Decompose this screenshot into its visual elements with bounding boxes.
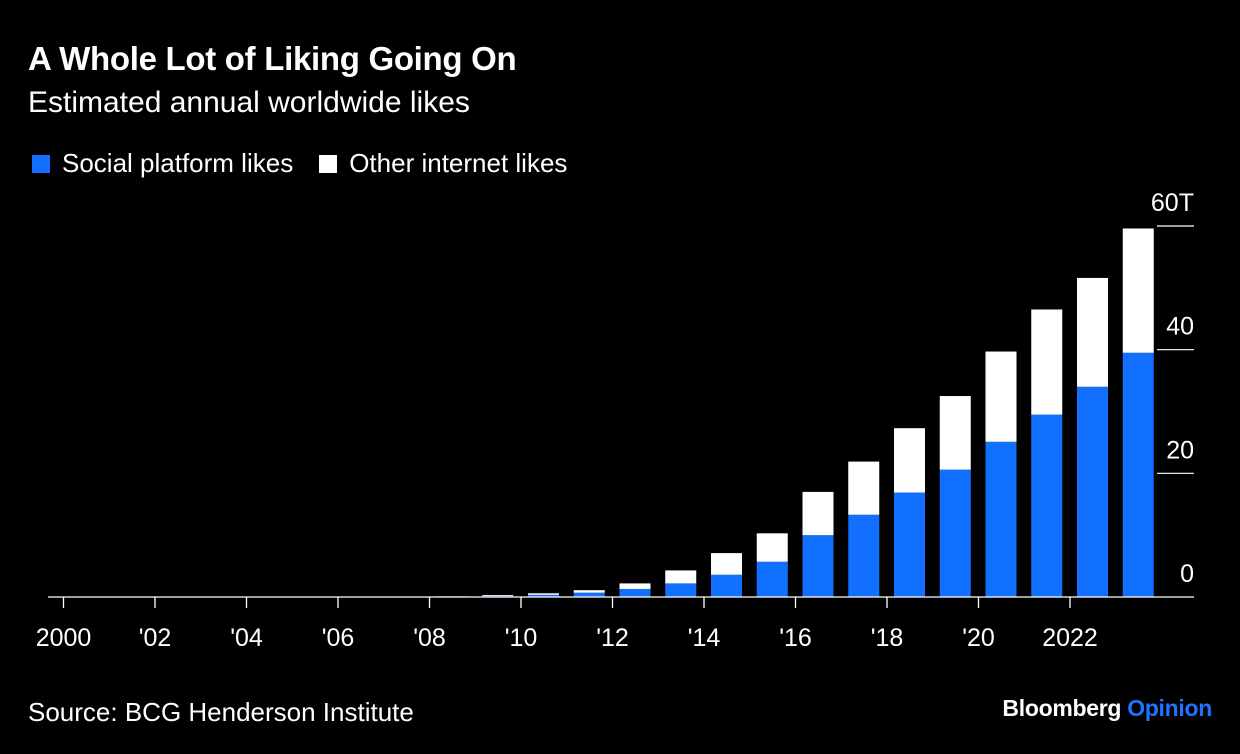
y-tick-label-3: 60T — [1151, 189, 1194, 217]
y-tick-label-2: 40 — [1166, 313, 1194, 341]
x-tick-label-2014: '14 — [688, 624, 721, 652]
x-tick-label-2008: '08 — [413, 624, 446, 652]
source-note: Source: BCG Henderson Institute — [28, 697, 414, 727]
brand-section: Opinion — [1127, 695, 1212, 721]
bar-other-2021 — [1031, 309, 1063, 415]
brand-name: Bloomberg — [1002, 695, 1122, 721]
bar-other-2016 — [802, 491, 834, 536]
bar-social-2011 — [573, 592, 605, 597]
stacked-bar-chart: 0 20 40 60T 2000 '02 '04 '06 '08 '10 '12 '14 '16 '18 '… — [36, 189, 1194, 652]
legend-item-other: Other internet likes — [319, 148, 567, 179]
bar-social-2012 — [619, 588, 651, 597]
bar-other-2022 — [1077, 277, 1108, 387]
x-tick-label-2022: 2022 — [1042, 624, 1098, 652]
legend-swatch-other — [319, 154, 338, 173]
x-tick-label-2006: '06 — [322, 624, 355, 652]
bar-other-2023 — [1122, 228, 1154, 353]
chart-title: A Whole Lot of Liking Going On — [28, 40, 517, 77]
bar-social-2021 — [1031, 414, 1063, 597]
bar-social-2023 — [1122, 352, 1154, 597]
bar-other-2010 — [528, 593, 559, 595]
bar-social-2018 — [894, 492, 925, 597]
legend-label-other: Other internet likes — [349, 148, 568, 178]
x-tick-label-2010: '10 — [505, 624, 538, 652]
bar-social-2013 — [665, 583, 697, 597]
bar-other-2012 — [619, 583, 651, 589]
x-tick-label-2002: '02 — [139, 624, 172, 652]
x-tick-label-2018: '18 — [871, 624, 904, 652]
x-tick-label-2016: '16 — [779, 624, 812, 652]
bar-other-2011 — [573, 590, 605, 593]
bar-social-2015 — [756, 561, 788, 597]
legend: Social platform likes Other internet lik… — [32, 148, 593, 179]
x-tick-label-2012: '12 — [596, 624, 629, 652]
bar-social-2022 — [1077, 386, 1108, 597]
bar-social-2016 — [802, 535, 834, 597]
bar-other-2017 — [848, 461, 880, 515]
legend-label-social: Social platform likes — [62, 148, 294, 178]
x-tick-label-2000: 2000 — [36, 624, 92, 652]
y-tick-label-1: 20 — [1166, 436, 1194, 464]
bar-social-2020 — [985, 441, 1017, 597]
bar-other-2009 — [482, 595, 514, 597]
bar-social-2019 — [939, 469, 971, 597]
x-tick-label-2004: '04 — [230, 624, 263, 652]
legend-swatch-social — [32, 154, 50, 173]
y-tick-label-0: 0 — [1180, 560, 1194, 588]
bar-other-2014 — [711, 553, 742, 575]
bar-social-2017 — [848, 514, 880, 597]
bloomberg-opinion-logo: Bloomberg Opinion — [1002, 695, 1212, 722]
x-tick-label-2020: '20 — [962, 624, 995, 652]
bar-social-2014 — [711, 574, 742, 597]
bar-other-2015 — [756, 533, 788, 562]
chart-subtitle: Estimated annual worldwide likes — [28, 86, 470, 119]
bar-other-2019 — [939, 396, 971, 470]
bar-other-2018 — [894, 428, 925, 493]
bar-other-2013 — [665, 570, 697, 584]
bar-other-2020 — [985, 351, 1017, 442]
bar-social-2010 — [528, 594, 559, 597]
legend-item-social: Social platform likes — [32, 148, 293, 179]
